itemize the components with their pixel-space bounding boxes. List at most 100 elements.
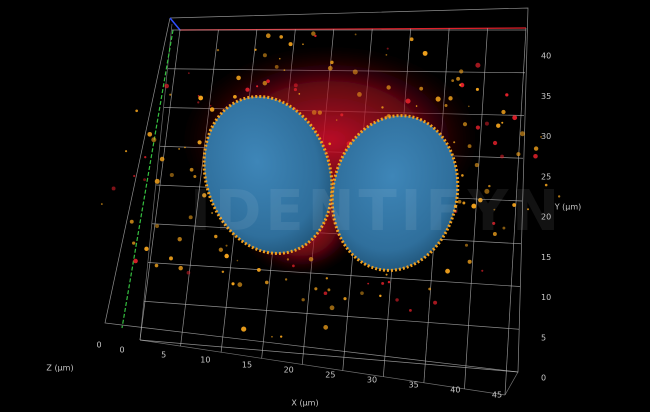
- particle: [302, 43, 304, 46]
- particle: [505, 93, 509, 97]
- particle: [311, 110, 317, 115]
- particle: [519, 131, 526, 137]
- x-tick-label: 45: [492, 391, 502, 400]
- particle: [241, 326, 247, 332]
- y-axis-line: [121, 29, 174, 329]
- particle: [395, 298, 399, 302]
- nucleus: [202, 95, 334, 255]
- particle: [233, 94, 237, 99]
- particle: [284, 278, 288, 281]
- particle: [216, 48, 220, 52]
- particle: [314, 34, 317, 38]
- particle: [462, 201, 466, 205]
- particle: [262, 53, 267, 58]
- particle: [461, 174, 464, 177]
- particle: [133, 174, 136, 178]
- x-tick-label: 10: [200, 356, 210, 365]
- particle: [422, 50, 428, 56]
- y-tick-label: 25: [541, 172, 551, 181]
- particle: [154, 178, 160, 184]
- y-tick-label: 20: [541, 213, 551, 222]
- particle: [135, 109, 139, 113]
- particle: [544, 183, 548, 187]
- particle: [456, 76, 461, 81]
- particle: [386, 85, 391, 90]
- particle: [500, 154, 504, 159]
- particle: [474, 163, 479, 168]
- particle: [125, 150, 128, 153]
- z-tick-label: 0: [96, 341, 101, 350]
- particle: [147, 131, 153, 137]
- z-axis-line: [169, 17, 181, 31]
- particle: [335, 119, 338, 121]
- particle: [557, 195, 561, 198]
- particle: [169, 172, 174, 178]
- particle: [280, 335, 283, 338]
- particle: [340, 113, 344, 117]
- particle: [419, 86, 424, 91]
- grid-line: [147, 262, 521, 287]
- particle: [197, 101, 200, 104]
- particle: [327, 288, 331, 292]
- particle: [155, 224, 159, 229]
- x-tick-label: 20: [284, 366, 294, 375]
- particle: [178, 148, 181, 150]
- particle: [209, 107, 215, 112]
- particle: [271, 335, 273, 338]
- particle: [409, 308, 412, 312]
- particle: [188, 72, 190, 74]
- particle: [225, 244, 228, 247]
- particle: [409, 37, 414, 42]
- particle: [387, 280, 391, 284]
- particle: [211, 212, 213, 214]
- particle: [231, 282, 235, 286]
- particle: [224, 253, 229, 259]
- particle: [488, 184, 491, 188]
- y-tick-label: 0: [541, 374, 546, 383]
- particle: [502, 226, 506, 230]
- particle: [501, 109, 506, 115]
- x-tick-label: 35: [409, 381, 419, 390]
- particle: [329, 305, 335, 311]
- particle: [385, 54, 388, 56]
- particle: [481, 269, 484, 272]
- particle: [151, 137, 157, 143]
- particle: [159, 156, 165, 162]
- x-tick-label: 15: [242, 361, 252, 370]
- y-tick-label: 40: [541, 52, 551, 61]
- particle: [178, 265, 183, 271]
- particle: [189, 167, 194, 172]
- x-tick-label: 0: [119, 346, 124, 355]
- y-axis-title: Y (µm): [554, 203, 582, 212]
- y-tick-label: 35: [541, 92, 551, 101]
- particle: [484, 121, 489, 126]
- particle: [188, 215, 193, 220]
- particle: [501, 121, 504, 124]
- particle: [133, 258, 138, 264]
- particle: [492, 232, 497, 236]
- particle: [184, 146, 186, 149]
- particle: [293, 87, 298, 92]
- particle: [330, 60, 334, 65]
- particle: [328, 142, 332, 146]
- particle: [448, 96, 453, 101]
- particle: [221, 270, 225, 274]
- particle: [132, 241, 136, 245]
- particle: [464, 243, 469, 247]
- box-edge: [504, 371, 519, 396]
- particle: [496, 123, 501, 128]
- grid-line: [504, 27, 527, 396]
- particle: [317, 110, 322, 115]
- particle: [475, 87, 479, 91]
- particle: [129, 219, 134, 224]
- particle: [323, 324, 329, 330]
- particle: [177, 236, 182, 242]
- particle: [527, 208, 530, 211]
- particle: [385, 273, 388, 276]
- particle: [444, 104, 448, 108]
- x-tick-label: 5: [161, 351, 166, 360]
- particle: [197, 95, 200, 97]
- particle: [343, 297, 347, 301]
- particle: [468, 105, 470, 108]
- x-tick-label: 40: [450, 386, 460, 395]
